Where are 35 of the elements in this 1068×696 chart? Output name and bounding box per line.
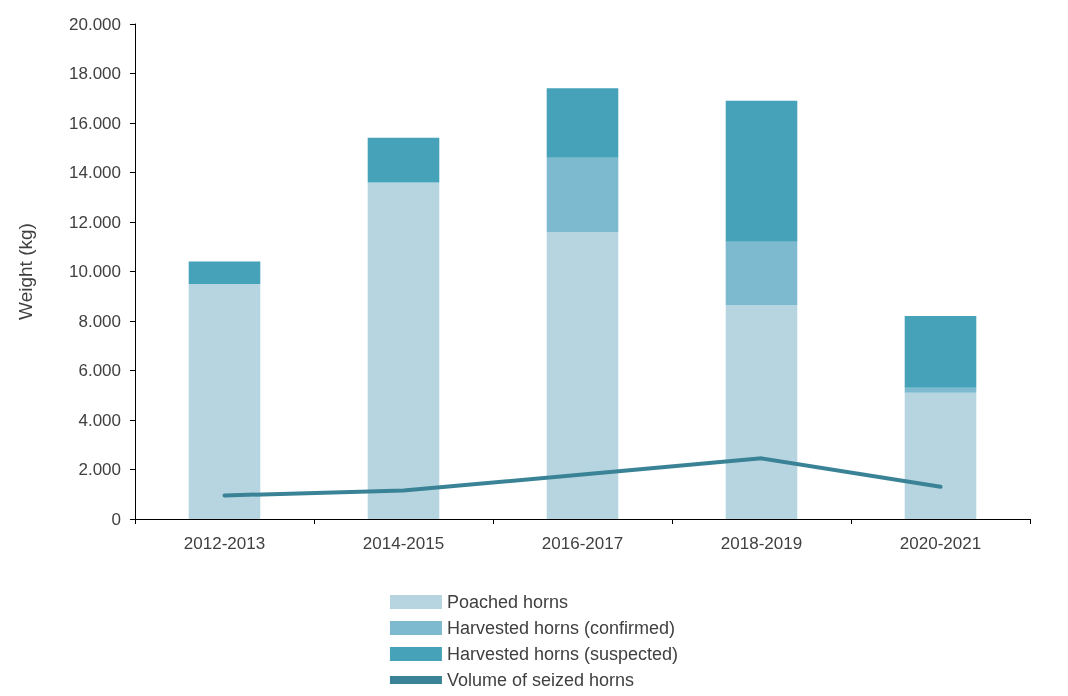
bar bbox=[904, 392, 977, 519]
x-tick-label: 2016-2017 bbox=[541, 534, 624, 553]
x-tick-label: 2014-2015 bbox=[362, 534, 445, 553]
y-tick-label: 14.000 bbox=[69, 163, 121, 182]
legend-label: Poached horns bbox=[446, 592, 569, 612]
legend-label: Harvested horns (suspected) bbox=[446, 644, 679, 664]
bar bbox=[904, 316, 977, 388]
y-tick-label: 8.000 bbox=[78, 311, 121, 331]
y-tick-label: 6.000 bbox=[78, 361, 121, 380]
legend-label: Volume of seized horns bbox=[446, 670, 635, 690]
bar bbox=[188, 283, 261, 519]
x-tick-label: 2020-2021 bbox=[899, 534, 982, 553]
y-tick-label: 18.000 bbox=[69, 64, 121, 83]
y-tick-label: 20.000 bbox=[69, 14, 121, 34]
y-tick-label: 2.000 bbox=[78, 460, 121, 479]
bar bbox=[546, 231, 619, 519]
line-series bbox=[222, 456, 943, 498]
y-tick-label: 10.000 bbox=[69, 262, 121, 281]
y-tick-label: 16.000 bbox=[69, 113, 121, 133]
y-tick-label: 12.000 bbox=[69, 212, 121, 232]
bar bbox=[367, 137, 440, 183]
x-tick-label: 2018-2019 bbox=[720, 534, 803, 553]
bar bbox=[546, 88, 619, 158]
legend-label: Harvested horns (confirmed) bbox=[446, 618, 676, 638]
y-tick-label: 0 bbox=[111, 509, 121, 529]
bar bbox=[546, 157, 619, 232]
y-tick-label: 4.000 bbox=[78, 410, 121, 430]
x-tick-label: 2012-2013 bbox=[183, 534, 266, 553]
bar bbox=[725, 100, 798, 242]
y-axis-title: Weight (kg) bbox=[15, 223, 36, 320]
bar bbox=[725, 241, 798, 305]
bar bbox=[367, 182, 440, 519]
bar bbox=[188, 261, 261, 284]
bar bbox=[725, 304, 798, 519]
bar bbox=[904, 387, 977, 393]
